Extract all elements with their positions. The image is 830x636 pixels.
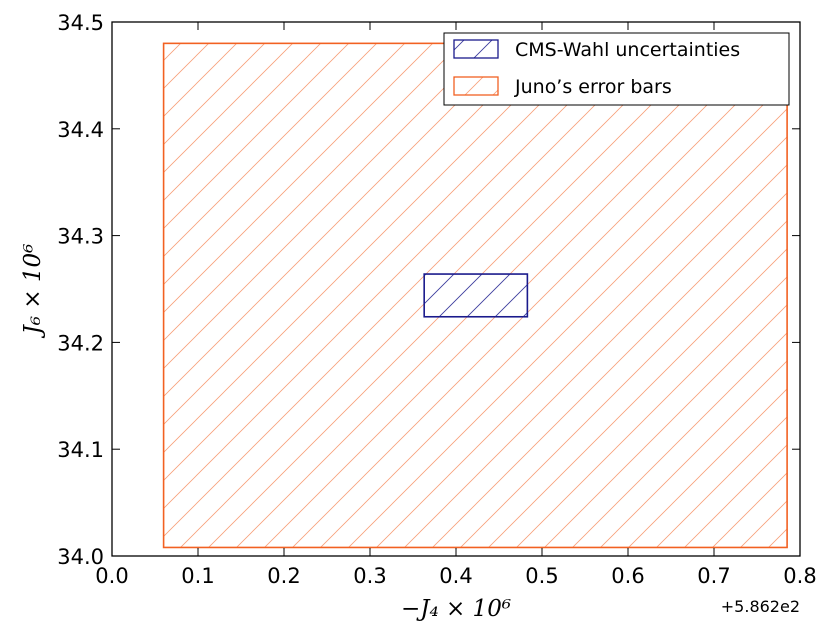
y-tick-label: 34.2 bbox=[57, 331, 104, 355]
y-tick-label: 34.5 bbox=[57, 11, 104, 35]
cms-wahl-region bbox=[423, 273, 529, 318]
x-tick-label: 0.5 bbox=[525, 564, 558, 588]
legend-swatch-cms bbox=[453, 39, 499, 59]
x-axis-label: −J₄ × 10⁶ bbox=[401, 596, 511, 622]
y-tick-label: 34.0 bbox=[57, 545, 104, 569]
x-tick-label: 0.3 bbox=[353, 564, 386, 588]
ticks-layer: 0.0 0.1 0.2 0.3 0.4 0.5 0.6 0.7 0.8 34.0 34.1 34.2 3… bbox=[57, 11, 816, 588]
x-tick-label: 0.2 bbox=[267, 564, 300, 588]
x-tick-label: 0.4 bbox=[439, 564, 472, 588]
legend-swatch-juno bbox=[453, 76, 499, 96]
x-tick-label: 0.6 bbox=[611, 564, 644, 588]
y-axis-label: J₆ × 10⁶ bbox=[20, 244, 46, 339]
regions-layer bbox=[162, 42, 788, 549]
x-tick-label: 0.8 bbox=[783, 564, 816, 588]
x-tick-label: 0.0 bbox=[95, 564, 128, 588]
y-tick-label: 34.4 bbox=[57, 118, 104, 142]
x-tick-label: 0.7 bbox=[697, 564, 730, 588]
y-tick-label: 34.3 bbox=[57, 225, 104, 249]
y-tick-label: 34.1 bbox=[57, 438, 104, 462]
legend-label-cms: CMS-Wahl uncertainties bbox=[515, 39, 740, 61]
legend-frame bbox=[443, 32, 790, 106]
legend-label-juno: Juno’s error bars bbox=[514, 76, 672, 98]
legend: CMS-Wahl uncertainties Juno’s error bars bbox=[443, 32, 790, 106]
x-tick-label: 0.1 bbox=[181, 564, 214, 588]
x-offset-label: +5.862e2 bbox=[721, 597, 800, 616]
